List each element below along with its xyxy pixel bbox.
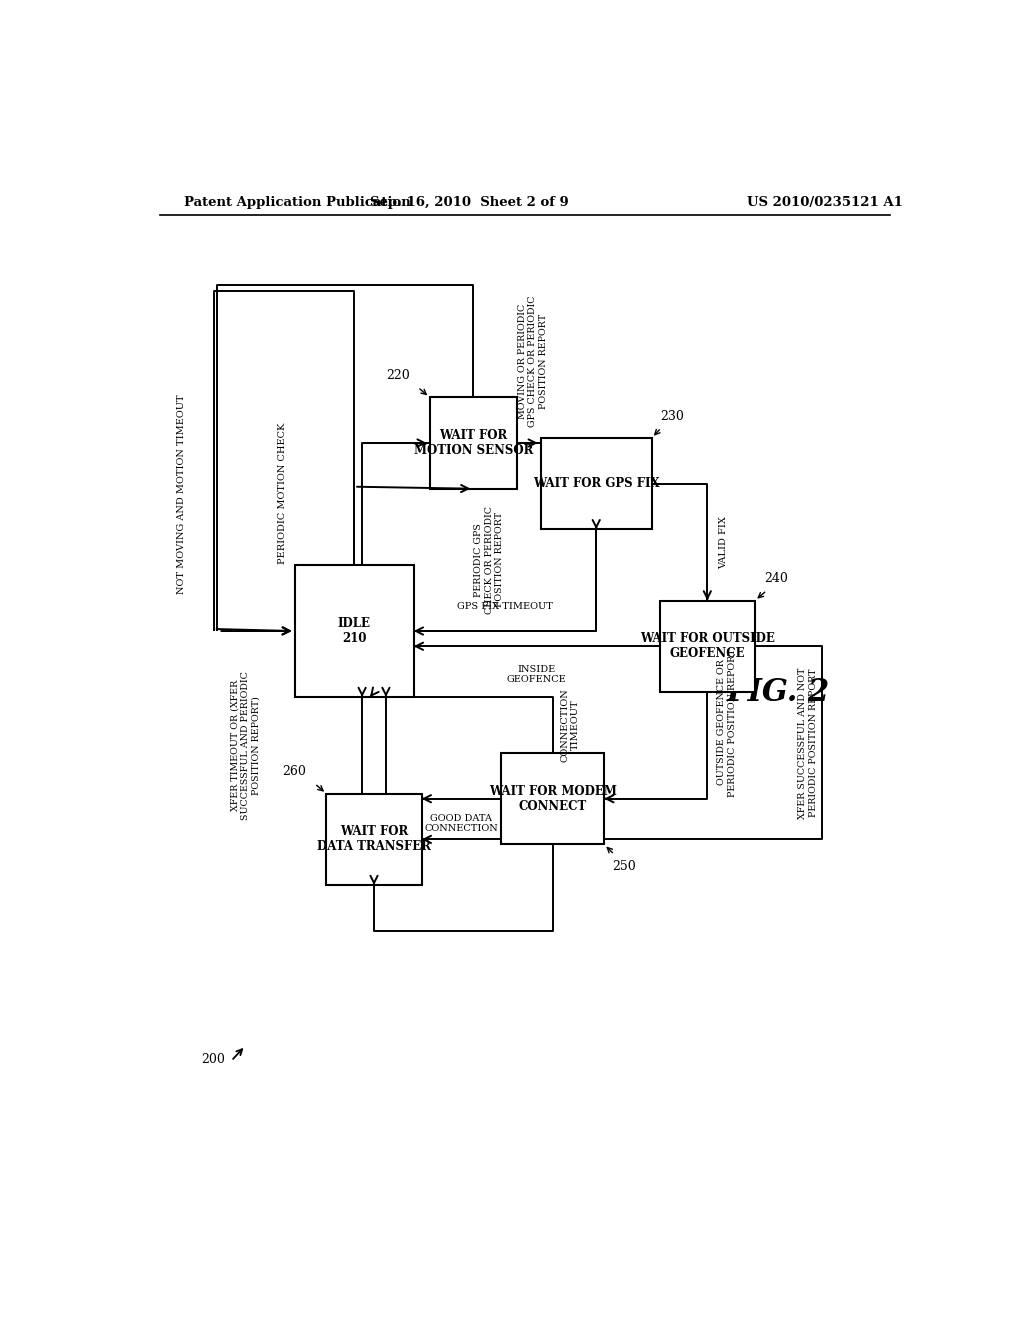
Text: 200: 200 — [201, 1053, 225, 1067]
FancyBboxPatch shape — [541, 438, 652, 529]
Text: WAIT FOR MODEM
CONNECT: WAIT FOR MODEM CONNECT — [488, 784, 616, 813]
Text: 250: 250 — [612, 859, 636, 873]
Text: OUTSIDE GEOFENCE OR
PERIODIC POSITION REPORT: OUTSIDE GEOFENCE OR PERIODIC POSITION RE… — [718, 648, 737, 797]
Text: Patent Application Publication: Patent Application Publication — [183, 195, 411, 209]
Text: GOOD DATA
CONNECTION: GOOD DATA CONNECTION — [424, 814, 499, 833]
Text: IDLE
210: IDLE 210 — [338, 616, 371, 645]
Text: XFER TIMEOUT OR (XFER
SUCCESSFUL AND PERIODIC
POSITION REPORT): XFER TIMEOUT OR (XFER SUCCESSFUL AND PER… — [230, 671, 260, 820]
FancyBboxPatch shape — [295, 565, 414, 697]
Text: 220: 220 — [386, 370, 410, 381]
Text: WAIT FOR OUTSIDE
GEOFENCE: WAIT FOR OUTSIDE GEOFENCE — [640, 632, 775, 660]
Text: 260: 260 — [283, 766, 306, 779]
Text: WAIT FOR
DATA TRANSFER: WAIT FOR DATA TRANSFER — [317, 825, 431, 854]
Text: MOVING OR PERIODIC
GPS CHECK OR PERIODIC
POSITION REPORT: MOVING OR PERIODIC GPS CHECK OR PERIODIC… — [518, 296, 548, 428]
FancyBboxPatch shape — [501, 752, 604, 845]
FancyBboxPatch shape — [659, 601, 755, 692]
Text: WAIT FOR
MOTION SENSOR: WAIT FOR MOTION SENSOR — [414, 429, 532, 457]
Text: US 2010/0235121 A1: US 2010/0235121 A1 — [748, 195, 903, 209]
Text: PERIODIC MOTION CHECK: PERIODIC MOTION CHECK — [279, 424, 288, 565]
Text: WAIT FOR GPS FIX: WAIT FOR GPS FIX — [532, 477, 659, 490]
FancyBboxPatch shape — [327, 793, 422, 886]
Text: INSIDE
GEOFENCE: INSIDE GEOFENCE — [507, 664, 566, 684]
Text: XFER SUCCESSFUL AND NOT
PERIODIC POSITION REPORT: XFER SUCCESSFUL AND NOT PERIODIC POSITIO… — [799, 667, 818, 818]
Text: VALID FIX: VALID FIX — [719, 516, 728, 569]
Text: GPS FIX TIMEOUT: GPS FIX TIMEOUT — [457, 602, 553, 611]
Text: 240: 240 — [765, 573, 788, 585]
FancyBboxPatch shape — [430, 397, 517, 488]
Text: CONNECTION
TIMEOUT: CONNECTION TIMEOUT — [560, 688, 580, 762]
Text: PERIODIC GPS
CHECK OR PERIODIC
POSITION REPORT: PERIODIC GPS CHECK OR PERIODIC POSITION … — [474, 506, 504, 614]
Text: NOT MOVING AND MOTION TIMEOUT: NOT MOVING AND MOTION TIMEOUT — [177, 393, 186, 594]
Text: FIG. 2: FIG. 2 — [727, 677, 830, 708]
Text: Sep. 16, 2010  Sheet 2 of 9: Sep. 16, 2010 Sheet 2 of 9 — [370, 195, 568, 209]
Text: 230: 230 — [659, 409, 684, 422]
